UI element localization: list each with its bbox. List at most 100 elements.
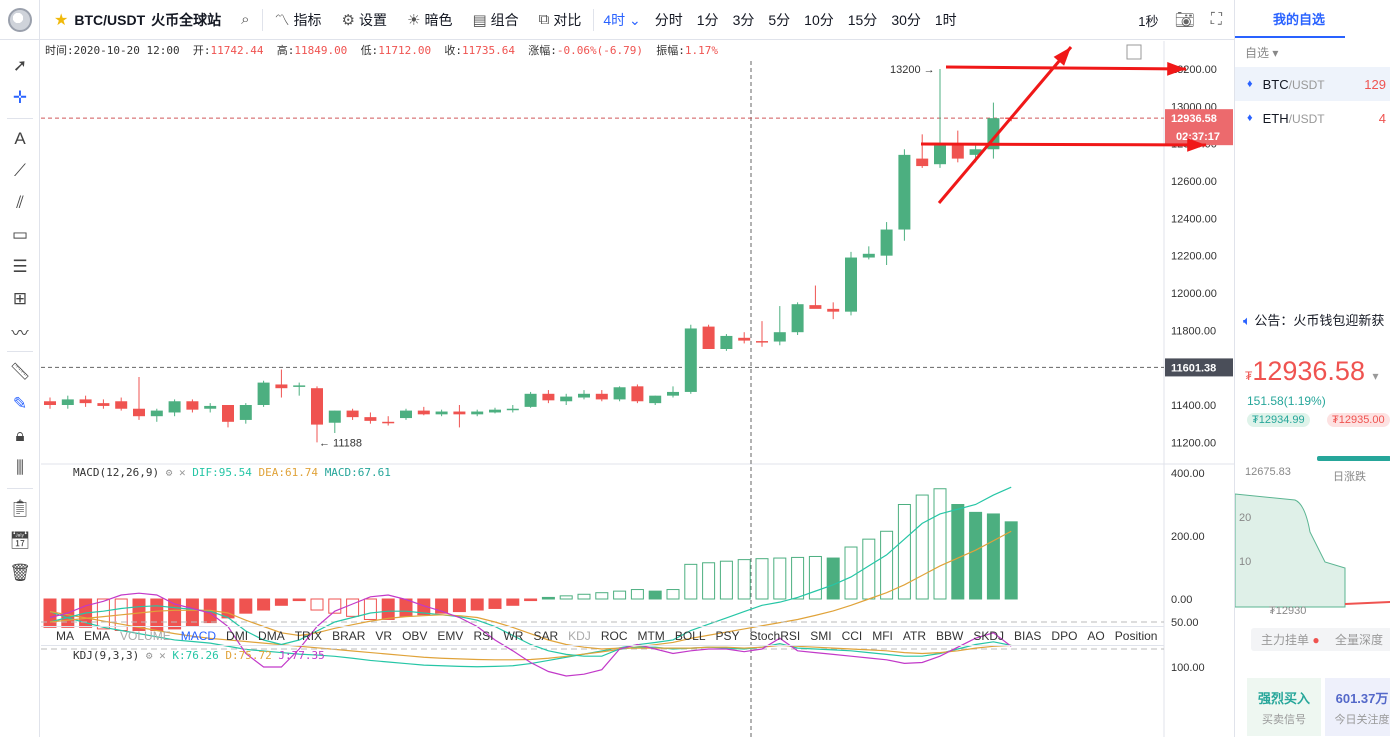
timeframe-0[interactable]: 4时 ⌄ xyxy=(603,11,641,28)
watchlist-panel: 我的自选 自选 ▾ ♦ BTC/USDT 129 ♦ ETH/USDT 4 🔈︎… xyxy=(1234,0,1390,737)
candle-body xyxy=(453,411,466,415)
hide-drawings-icon[interactable]: ⫼ xyxy=(16,458,24,477)
macd-histogram-bar xyxy=(506,598,520,606)
watchlist-item-btc[interactable]: ♦ BTC/USDT 129 xyxy=(1235,67,1390,101)
indicator-tab-emv[interactable]: EMV xyxy=(437,629,464,643)
symbol-selector[interactable]: ★ BTC/USDT 火币全球站 xyxy=(40,10,231,30)
favorite-star-icon[interactable]: ★ xyxy=(54,11,69,29)
indicator-tab-smi[interactable]: SMI xyxy=(810,629,832,643)
indicator-tab-macd[interactable]: MACD xyxy=(180,629,217,643)
indicator-tab-volume[interactable]: VOLUME xyxy=(120,629,171,643)
close-icon[interactable]: ✕ xyxy=(159,649,166,662)
macd-histogram-bar xyxy=(844,546,858,600)
indicator-tab-boll[interactable]: BOLL xyxy=(674,629,706,643)
timeframe-8[interactable]: 1时 xyxy=(934,11,957,28)
main-orders-button[interactable]: 主力挂单 ● xyxy=(1251,628,1330,651)
timeframe-7[interactable]: 30分 xyxy=(891,11,921,28)
macd-histogram-bar xyxy=(613,590,627,600)
full-depth-button[interactable]: 全量深度 xyxy=(1325,628,1390,651)
indicator-tab-dma[interactable]: DMA xyxy=(258,629,285,643)
indicator-tab-sar[interactable]: SAR xyxy=(533,629,559,643)
dark-mode-button[interactable]: ☀ 暗色 xyxy=(397,0,462,40)
macd-histogram-bar xyxy=(737,559,751,600)
fullscreen-icon[interactable]: ⛶ xyxy=(1210,11,1222,28)
indicator-tab-skdj[interactable]: SKDJ xyxy=(973,629,1005,643)
indicator-tab-position[interactable]: Position xyxy=(1114,629,1158,643)
refresh-interval[interactable]: 1秒 xyxy=(1138,13,1159,29)
change-label: 涨幅: xyxy=(528,44,557,57)
gear-icon[interactable]: ⚙ xyxy=(145,649,153,662)
clipboard-icon[interactable]: 📋︎ xyxy=(9,499,31,518)
indicator-tab-bias[interactable]: BIAS xyxy=(1014,629,1042,643)
compare-button[interactable]: ⧉ 对比 xyxy=(529,0,592,40)
attention-card[interactable]: 601.37万 今日关注度 xyxy=(1325,678,1390,736)
candle-body xyxy=(595,393,608,400)
flame-icon: ♦ xyxy=(1247,112,1253,124)
trend-line-icon[interactable]: ⟋ xyxy=(14,161,26,180)
compare-icon: ⧉ xyxy=(538,11,550,28)
wave-pattern-icon[interactable]: 〰 xyxy=(11,323,29,343)
close-label: 收: xyxy=(444,44,463,57)
lock-icon[interactable]: 🔒︎ xyxy=(15,426,25,445)
indicator-tab-ao[interactable]: AO xyxy=(1087,629,1105,643)
macd-histogram-bar xyxy=(702,562,716,600)
calendar-edit-icon[interactable]: 📅︎ xyxy=(9,531,31,550)
indicator-tab-mfi[interactable]: MFI xyxy=(872,629,893,643)
timeframe-5[interactable]: 10分 xyxy=(804,11,834,28)
timeframe-2[interactable]: 1分 xyxy=(696,11,719,28)
indicator-tab-trix[interactable]: TRIX xyxy=(294,629,323,643)
announcement[interactable]: 🔈︎ 公告：火币钱包迎新获 xyxy=(1243,313,1385,328)
timeframe-1[interactable]: 分时 xyxy=(654,11,683,28)
timeframe-6[interactable]: 15分 xyxy=(847,11,878,28)
ruler-icon[interactable]: 📏︎ xyxy=(9,362,31,381)
brush-icon[interactable]: ✎ xyxy=(12,394,28,413)
trash-icon[interactable]: 🗑︎ xyxy=(9,563,31,582)
price-chart-svg[interactable]: 13200.0013000.0012800.0012600.0012400.00… xyxy=(41,41,1234,737)
indicator-tab-dmi[interactable]: DMI xyxy=(226,629,249,643)
indicator-tab-obv[interactable]: OBV xyxy=(402,629,428,643)
indicator-tab-kdj[interactable]: KDJ xyxy=(568,629,591,643)
buy-signal-card[interactable]: 强烈买入 买卖信号 xyxy=(1247,678,1321,736)
indicator-tab-brar[interactable]: BRAR xyxy=(332,629,366,643)
search-button[interactable]: ⌕ xyxy=(231,0,259,40)
indicator-tab-wr[interactable]: WR xyxy=(503,629,524,643)
watchlist-filter[interactable]: 自选 ▾ xyxy=(1245,46,1279,60)
text-tool-icon[interactable]: A xyxy=(14,129,26,148)
gear-icon[interactable]: ⚙ xyxy=(165,466,173,479)
indicators-button[interactable]: 〽指标 xyxy=(265,0,332,40)
combo-button[interactable]: ▤ 组合 xyxy=(462,0,528,40)
indicator-tab-dpo[interactable]: DPO xyxy=(1051,629,1078,643)
candle-body xyxy=(97,403,110,406)
candle-body xyxy=(133,408,145,417)
indicator-tab-mtm[interactable]: MTM xyxy=(637,629,665,643)
chart-area[interactable]: 13200.0013000.0012800.0012600.0012400.00… xyxy=(41,41,1234,737)
timeframe-4[interactable]: 5分 xyxy=(768,11,791,28)
timeframe-3[interactable]: 3分 xyxy=(732,11,755,28)
indicator-tab-ema[interactable]: EMA xyxy=(84,629,111,643)
indicator-tab-atr[interactable]: ATR xyxy=(902,629,927,643)
rectangle-icon[interactable]: ▭ xyxy=(11,225,29,244)
indicator-tab-psy[interactable]: PSY xyxy=(715,629,740,643)
horizontal-lines-icon[interactable]: ☰ xyxy=(12,257,28,276)
close-icon[interactable]: ✕ xyxy=(178,466,186,479)
watchlist-item-eth[interactable]: ♦ ETH/USDT 4 xyxy=(1235,101,1390,135)
indicator-tab-ma[interactable]: MA xyxy=(56,629,74,643)
candle-body xyxy=(364,417,377,421)
macd-histogram-bar xyxy=(559,595,573,600)
parallel-channel-icon[interactable]: ⫽ xyxy=(16,193,24,212)
settings-button[interactable]: ⚙ 设置 xyxy=(332,0,397,40)
indicator-tab-vr[interactable]: VR xyxy=(375,629,393,643)
indicator-tab-bbw[interactable]: BBW xyxy=(936,629,964,643)
kdj-d-label: D:75.72 xyxy=(225,649,272,662)
candle-body xyxy=(382,421,395,424)
crosshair-icon[interactable]: ✛ xyxy=(12,88,28,107)
indicator-tab-stochrsi[interactable]: StochRSI xyxy=(749,629,801,643)
indicator-tab-rsi[interactable]: RSI xyxy=(473,629,494,643)
candle-body xyxy=(862,253,875,258)
indicator-tab-cci[interactable]: CCI xyxy=(841,629,863,643)
cursor-arrow-icon[interactable]: ➚ xyxy=(12,56,28,75)
fib-grid-icon[interactable]: ⊞ xyxy=(12,289,28,308)
my-watchlist-tab[interactable]: 我的自选 xyxy=(1235,0,1345,38)
indicator-tab-roc[interactable]: ROC xyxy=(600,629,628,643)
camera-icon[interactable]: 📷︎ xyxy=(1174,12,1195,29)
